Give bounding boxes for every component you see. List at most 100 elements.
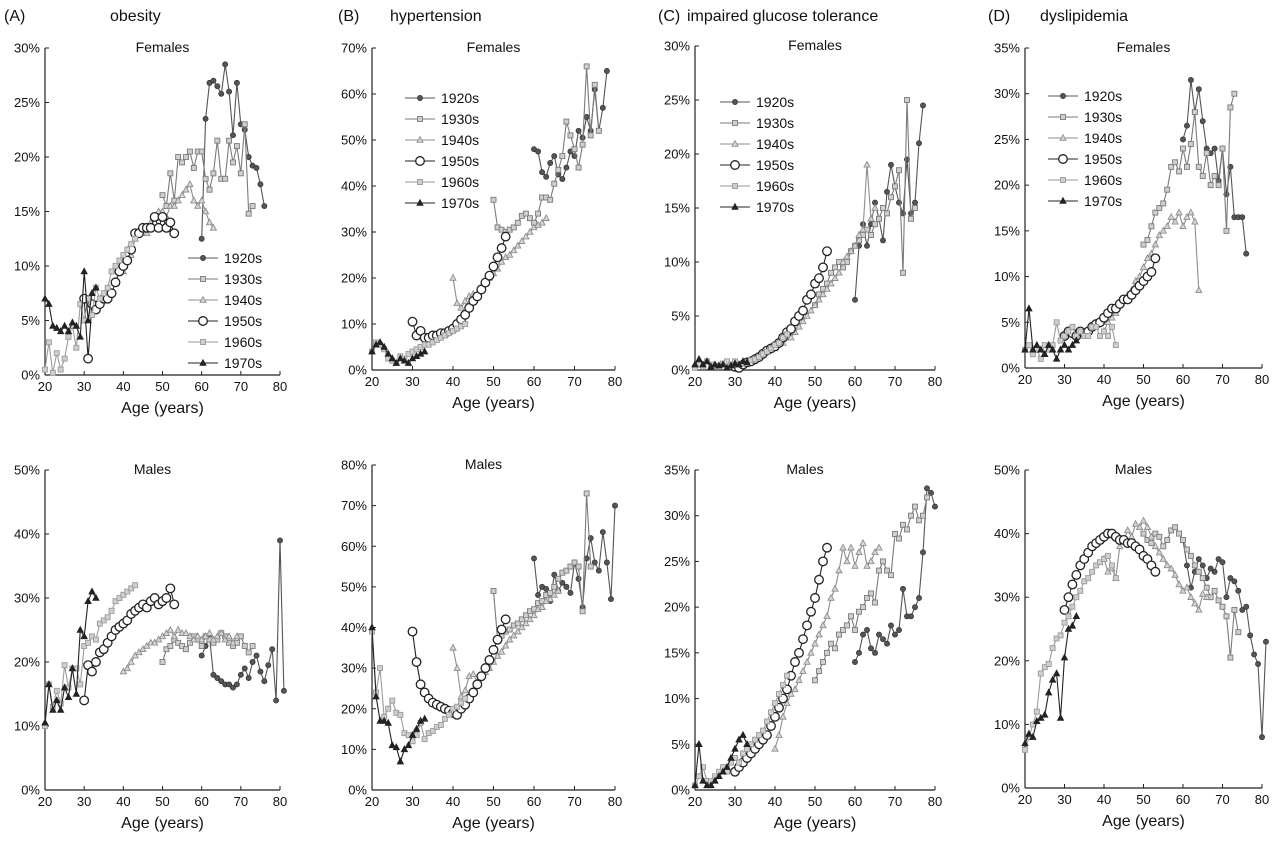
x-tick-label: 40 xyxy=(116,794,130,809)
data-point xyxy=(526,227,534,235)
data-point xyxy=(1195,163,1202,170)
x-tick-label: 80 xyxy=(1255,792,1269,807)
data-point xyxy=(237,170,244,177)
data-point xyxy=(880,205,886,211)
data-point xyxy=(214,83,221,90)
data-point xyxy=(1063,592,1074,603)
data-point xyxy=(843,557,851,565)
data-point xyxy=(739,357,747,365)
data-point xyxy=(1159,226,1168,234)
data-point xyxy=(368,623,376,631)
data-point xyxy=(872,599,878,606)
data-point xyxy=(42,366,48,373)
data-point xyxy=(1068,340,1077,348)
data-point xyxy=(920,102,926,109)
data-point xyxy=(591,81,598,88)
data-point xyxy=(420,714,429,722)
data-point xyxy=(1144,237,1151,243)
data-point xyxy=(799,666,807,674)
data-point xyxy=(198,235,205,242)
data-point xyxy=(165,217,176,228)
data-point xyxy=(1104,333,1111,339)
data-point xyxy=(449,273,457,281)
data-point xyxy=(546,594,554,602)
series-line xyxy=(201,64,265,239)
data-point xyxy=(396,354,405,362)
data-point xyxy=(132,582,139,589)
data-point xyxy=(1180,145,1186,152)
data-point xyxy=(900,521,906,528)
data-point xyxy=(839,257,847,265)
data-point xyxy=(860,631,866,638)
data-point xyxy=(1156,205,1163,211)
data-point xyxy=(884,567,890,574)
data-point xyxy=(96,295,103,302)
y-tick-label: 20% xyxy=(14,655,40,670)
data-point xyxy=(165,583,176,594)
data-point xyxy=(233,79,240,86)
data-point xyxy=(226,88,233,95)
data-point xyxy=(547,160,554,166)
data-point xyxy=(175,639,182,646)
data-point xyxy=(547,590,554,596)
data-point xyxy=(407,316,418,327)
data-point xyxy=(80,632,88,640)
data-point xyxy=(1067,579,1078,590)
data-point xyxy=(522,619,530,627)
legend-marker xyxy=(417,95,423,101)
data-point xyxy=(384,349,392,357)
series-1920s xyxy=(1180,77,1250,257)
data-point xyxy=(1155,548,1164,556)
y-tick-label: 30% xyxy=(14,41,40,56)
data-point xyxy=(1239,606,1246,613)
chart-C-males: 0% 5% 10% 15% 20% 25% 30% 35% 20 30 40 50 60 70 80 Age … xyxy=(664,461,942,832)
y-tick-label: 30% xyxy=(341,225,367,240)
panel-letter-a: (A) xyxy=(4,8,26,25)
data-point xyxy=(1072,336,1081,344)
legend: 1920s 1930s 1940s 1950s 1960s 1970s xyxy=(720,94,794,215)
data-point xyxy=(1191,599,1199,607)
data-point xyxy=(1243,603,1250,610)
data-point xyxy=(695,740,703,748)
data-point xyxy=(100,290,107,297)
y-tick-label: 20% xyxy=(664,147,690,162)
y-tick-label: 35% xyxy=(994,41,1020,56)
series-1930s xyxy=(159,121,256,217)
data-point xyxy=(1053,635,1060,642)
data-point xyxy=(182,185,190,193)
data-point xyxy=(603,68,610,74)
data-point xyxy=(68,318,77,326)
data-point xyxy=(743,358,751,366)
data-point xyxy=(210,170,217,177)
data-point xyxy=(880,558,886,565)
y-tick-label: 40% xyxy=(994,526,1020,541)
data-point xyxy=(892,531,898,537)
data-point xyxy=(230,159,236,166)
data-point xyxy=(89,312,95,318)
series-1920s xyxy=(198,537,287,704)
x-tick-label: 70 xyxy=(1215,372,1229,387)
y-tick-label: 30% xyxy=(994,590,1020,605)
data-point xyxy=(1175,580,1183,588)
data-point xyxy=(492,252,503,263)
data-point xyxy=(453,299,461,307)
data-point xyxy=(120,252,127,259)
data-point xyxy=(868,232,874,238)
data-point xyxy=(587,563,594,570)
data-point xyxy=(764,718,770,725)
data-point xyxy=(157,211,168,222)
data-point xyxy=(888,622,894,629)
data-point xyxy=(509,246,518,254)
x-tick-label: 60 xyxy=(194,794,208,809)
series-1970s xyxy=(691,354,751,371)
legend-marker xyxy=(416,135,424,143)
data-point xyxy=(1037,345,1045,353)
data-point xyxy=(73,344,80,351)
data-point xyxy=(437,722,444,728)
x-tick-label: 20 xyxy=(365,374,379,389)
legend-marker xyxy=(1058,154,1068,164)
y-tick-label: 60% xyxy=(341,87,367,102)
legend-marker xyxy=(1060,93,1066,99)
data-point xyxy=(1175,208,1183,216)
data-point xyxy=(884,188,890,195)
